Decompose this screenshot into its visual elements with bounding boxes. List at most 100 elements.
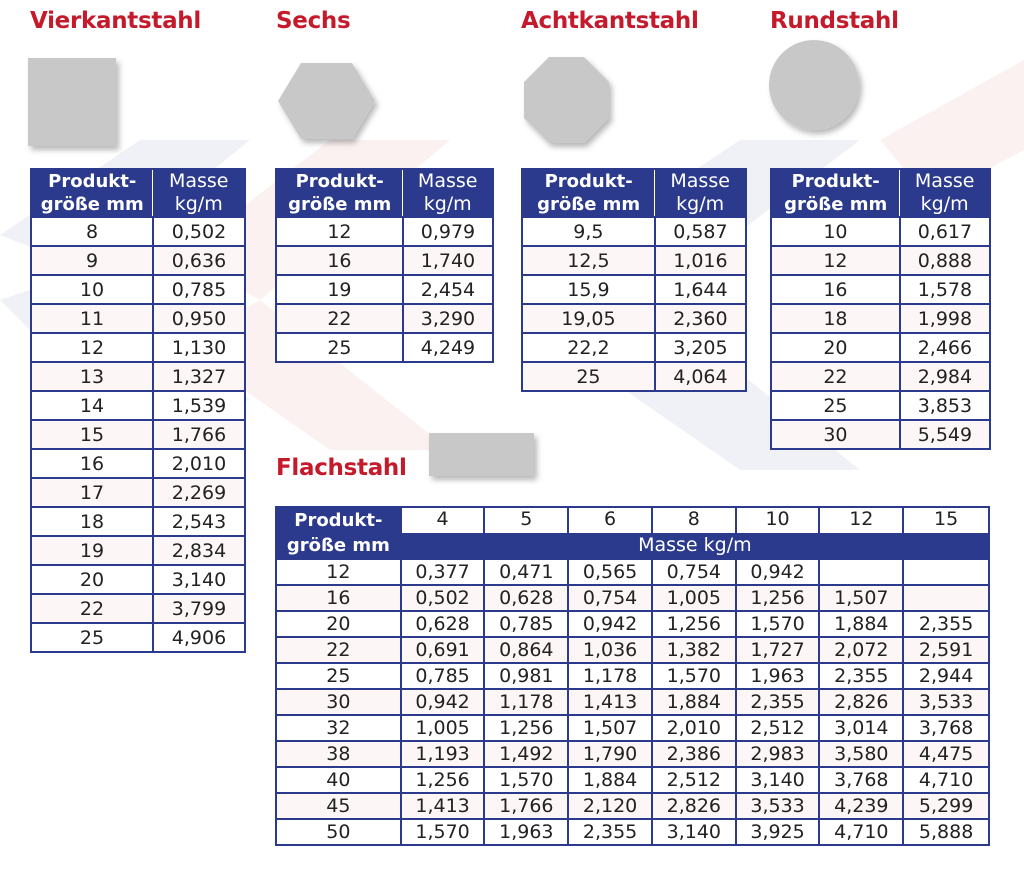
mass-cell: 1,884 xyxy=(567,766,653,794)
mass-cell: 2,826 xyxy=(818,688,905,716)
mass-cell: 0,502 xyxy=(151,216,247,247)
table-row: 9 0,636 xyxy=(30,245,247,276)
mass-cell: 3,533 xyxy=(902,688,990,716)
mass-cell xyxy=(818,558,905,586)
size-cell: 14 xyxy=(30,390,154,421)
table-row: 16 1,740 xyxy=(275,245,495,276)
size-cell: 20 xyxy=(30,564,154,595)
size-column-header: Produkt- größe mm xyxy=(30,168,154,218)
thickness-column-header: 12 xyxy=(818,505,905,533)
mass-cell: 1,492 xyxy=(483,740,570,768)
mass-cell xyxy=(902,558,990,586)
mass-cell: 2,120 xyxy=(567,792,653,820)
mass-column-header: Masse kg/m xyxy=(899,168,991,218)
circle-profile-icon xyxy=(769,40,859,130)
mass-cell: 1,507 xyxy=(567,714,653,742)
mass-cell: 1,382 xyxy=(650,636,737,664)
mass-cell: 5,888 xyxy=(902,818,990,846)
mass-cell: 2,269 xyxy=(151,477,247,508)
sechs-table: Produkt- größe mm Masse kg/m 12 0,979 16 1,… xyxy=(275,168,495,363)
table-row: 22,2 3,205 xyxy=(521,332,748,363)
table-row: 9,5 0,587 xyxy=(521,216,748,247)
table-row: 25 0,785 0,981 1,178 1,570 1,963 2,355 2,944 xyxy=(275,662,990,690)
mass-cell: 0,864 xyxy=(483,636,570,664)
mass-column-header: Masse kg/m xyxy=(152,168,246,218)
flachstahl-title: Flachstahl xyxy=(276,455,407,481)
size-cell: 22 xyxy=(275,636,402,664)
mass-cell: 0,754 xyxy=(567,584,653,612)
size-cell: 38 xyxy=(275,740,402,768)
mass-cell: 3,768 xyxy=(818,766,905,794)
mass-cell: 0,785 xyxy=(483,610,570,638)
square-profile-icon xyxy=(28,58,116,146)
mass-cell: 1,256 xyxy=(483,714,570,742)
mass-cell: 1,005 xyxy=(399,714,486,742)
mass-cell: 3,205 xyxy=(653,332,748,363)
mass-cell: 1,005 xyxy=(650,584,737,612)
mass-cell: 3,533 xyxy=(734,792,821,820)
octagon-profile-icon xyxy=(524,57,609,143)
mass-cell: 1,413 xyxy=(567,688,653,716)
mass-cell: 0,942 xyxy=(734,558,821,586)
mass-cell: 0,950 xyxy=(151,303,247,334)
size-cell: 25 xyxy=(30,622,154,653)
table-row: 16 2,010 xyxy=(30,448,247,479)
mass-cell: 0,502 xyxy=(399,584,486,612)
vierkantstahl-table: Produkt- größe mm Masse kg/m 8 0,502 9 0,63… xyxy=(30,168,247,653)
size-cell: 12 xyxy=(30,332,154,363)
size-column-header: Produkt- größe mm xyxy=(275,168,404,218)
thickness-column-header: 5 xyxy=(483,505,570,533)
mass-cell: 1,790 xyxy=(567,740,653,768)
flachstahl-table: Produkt- größe mm 4 5 6 8 10 12 15 Masse kg/m … xyxy=(275,505,990,846)
mass-cell: 5,549 xyxy=(898,419,992,450)
size-cell: 19,05 xyxy=(521,303,656,334)
mass-cell: 1,539 xyxy=(151,390,247,421)
mass-cell: 3,925 xyxy=(734,818,821,846)
size-cell: 18 xyxy=(30,506,154,537)
table-row: 38 1,193 1,492 1,790 2,386 2,983 3,580 4,475 xyxy=(275,740,990,768)
mass-cell: 0,628 xyxy=(399,610,486,638)
table-row: 22 2,984 xyxy=(770,361,992,392)
size-cell: 12 xyxy=(770,245,901,276)
mass-cell: 0,754 xyxy=(650,558,737,586)
thickness-column-header: 15 xyxy=(902,505,990,533)
mass-cell: 1,016 xyxy=(653,245,748,276)
table-row: 17 2,269 xyxy=(30,477,247,508)
size-cell: 50 xyxy=(275,818,402,846)
size-cell: 45 xyxy=(275,792,402,820)
table-row: 25 3,853 xyxy=(770,390,992,421)
size-cell: 13 xyxy=(30,361,154,392)
table-row: 10 0,785 xyxy=(30,274,247,305)
mass-cell: 1,998 xyxy=(898,303,992,334)
size-cell: 10 xyxy=(30,274,154,305)
sechs-title: Sechs xyxy=(276,8,351,34)
mass-cell: 2,010 xyxy=(650,714,737,742)
table-row: 45 1,413 1,766 2,120 2,826 3,533 4,239 5,299 xyxy=(275,792,990,820)
mass-cell: 1,578 xyxy=(898,274,992,305)
mass-cell: 3,140 xyxy=(650,818,737,846)
mass-cell: 2,591 xyxy=(902,636,990,664)
mass-cell: 4,475 xyxy=(902,740,990,768)
mass-cell: 3,140 xyxy=(734,766,821,794)
size-cell: 25 xyxy=(275,662,402,690)
table-row: 25 4,906 xyxy=(30,622,247,653)
mass-cell: 2,466 xyxy=(898,332,992,363)
mass-cell: 1,570 xyxy=(734,610,821,638)
table-row: 12 1,130 xyxy=(30,332,247,363)
mass-cell: 2,355 xyxy=(902,610,990,638)
mass-cell: 1,413 xyxy=(399,792,486,820)
size-cell: 16 xyxy=(770,274,901,305)
mass-cell: 2,386 xyxy=(650,740,737,768)
mass-cell: 1,193 xyxy=(399,740,486,768)
table-row: 30 5,549 xyxy=(770,419,992,450)
mass-span-header: Masse kg/m xyxy=(399,531,990,560)
mass-cell: 4,249 xyxy=(401,332,495,363)
size-column-header: Produkt- größe mm xyxy=(770,168,901,218)
rundstahl-table: Produkt- größe mm Masse kg/m 10 0,617 12 0,… xyxy=(770,168,992,450)
mass-cell: 1,256 xyxy=(734,584,821,612)
mass-cell: 4,906 xyxy=(151,622,247,653)
size-cell: 20 xyxy=(275,610,402,638)
mass-cell: 1,727 xyxy=(734,636,821,664)
table-row: 15 1,766 xyxy=(30,419,247,450)
table-row: 12 0,377 0,471 0,565 0,754 0,942 xyxy=(275,558,990,586)
